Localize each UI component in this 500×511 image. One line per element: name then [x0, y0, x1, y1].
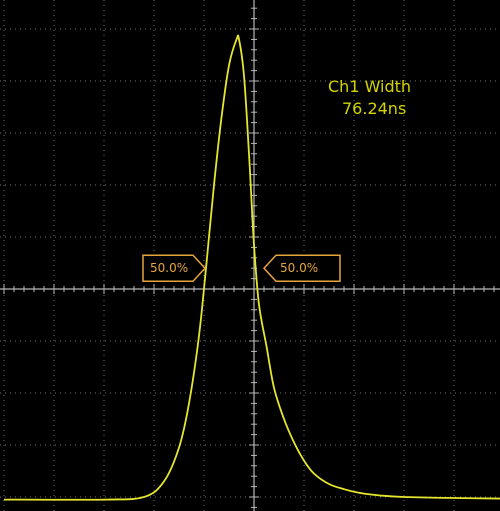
trace-line	[3, 34, 500, 501]
measurement-value: 76.24ns	[342, 99, 407, 118]
level-marker-flag	[142, 254, 207, 282]
level-marker-label: 50.0%	[280, 261, 318, 275]
measurement-name: Ch1 Width	[328, 77, 412, 96]
measurement-readout: Ch1 Width 76.24ns	[328, 76, 411, 120]
level-markers: 50.0% 50.0%	[142, 254, 341, 282]
waveform-trace	[3, 34, 500, 501]
level-marker-label: 50.0%	[150, 261, 188, 275]
level-marker-flag	[262, 254, 341, 282]
